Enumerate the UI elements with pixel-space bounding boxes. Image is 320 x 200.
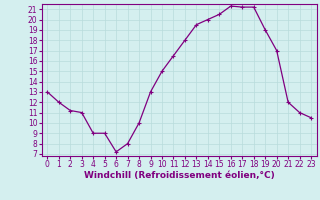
X-axis label: Windchill (Refroidissement éolien,°C): Windchill (Refroidissement éolien,°C) bbox=[84, 171, 275, 180]
